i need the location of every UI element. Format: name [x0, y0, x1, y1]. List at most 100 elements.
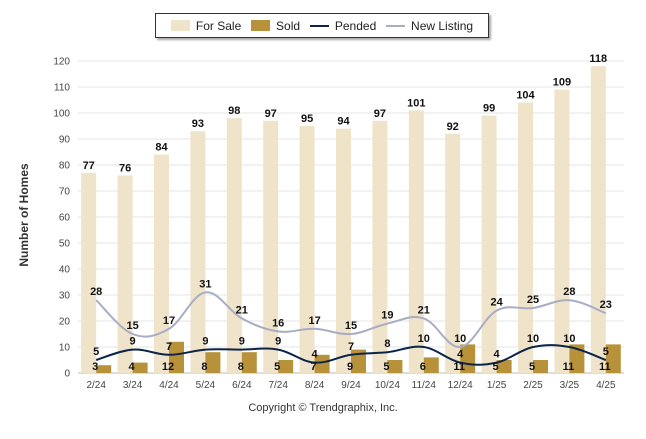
data-label-sold: 5 — [493, 361, 499, 373]
data-label-sold: 11 — [453, 361, 465, 373]
y-tick-label: 10 — [59, 343, 71, 354]
y-tick-label: 0 — [64, 369, 70, 380]
y-tick-label: 20 — [59, 317, 71, 328]
data-label-pended: 7 — [348, 341, 354, 353]
legend-item-for-sale: For Sale — [170, 19, 241, 33]
data-label-pended: 8 — [384, 338, 390, 350]
data-label-sold: 6 — [420, 361, 426, 373]
data-label-new-listing: 21 — [236, 304, 248, 316]
x-tick-label: 2/25 — [523, 380, 543, 391]
data-label-for-sale: 99 — [483, 103, 495, 115]
data-label-sold: 3 — [92, 361, 98, 373]
data-label-new-listing: 16 — [272, 317, 284, 329]
x-tick-label: 12/24 — [448, 380, 473, 391]
bar-sold — [423, 357, 439, 373]
y-axis-label: Number of Homes — [17, 163, 31, 267]
bar-for-sale — [336, 128, 351, 373]
data-label-for-sale: 77 — [83, 160, 95, 172]
data-label-new-listing: 31 — [199, 278, 211, 290]
data-label-sold: 4 — [129, 361, 136, 373]
data-label-for-sale: 118 — [589, 53, 607, 65]
bar-for-sale — [154, 154, 169, 373]
data-label-sold: 8 — [201, 361, 207, 373]
data-label-for-sale: 95 — [301, 113, 313, 125]
bar-sold — [132, 362, 148, 373]
bar-sold — [460, 344, 476, 373]
data-label-for-sale: 101 — [407, 97, 425, 109]
data-label-new-listing: 19 — [381, 310, 393, 322]
bar-sold — [605, 344, 621, 373]
data-label-new-listing: 17 — [308, 315, 320, 327]
data-label-sold: 5 — [274, 361, 280, 373]
data-label-pended: 9 — [202, 336, 208, 348]
y-tick-label: 80 — [59, 161, 71, 172]
data-label-for-sale: 104 — [516, 90, 535, 102]
legend-swatch-for-sale — [170, 20, 190, 31]
bar-for-sale — [117, 175, 133, 373]
data-label-for-sale: 92 — [447, 121, 459, 133]
data-label-for-sale: 98 — [228, 105, 240, 117]
x-tick-label: 3/24 — [123, 380, 143, 391]
data-label-new-listing: 17 — [163, 315, 175, 327]
x-tick-label: 4/24 — [159, 380, 179, 391]
x-tick-label: 11/24 — [412, 380, 437, 391]
legend-label-sold: Sold — [276, 18, 301, 33]
y-tick-label: 100 — [53, 109, 70, 120]
legend-swatch-new-listing — [386, 24, 406, 27]
bar-for-sale — [518, 102, 533, 373]
legend-label-new-listing: New Listing — [411, 18, 474, 33]
bar-for-sale — [81, 172, 97, 373]
data-label-new-listing: 10 — [454, 333, 466, 345]
x-tick-label: 7/24 — [268, 380, 288, 391]
bar-for-sale — [190, 131, 206, 373]
data-label-new-listing: 28 — [563, 286, 575, 298]
data-label-pended: 10 — [563, 333, 575, 345]
data-label-sold: 11 — [599, 361, 611, 373]
data-label-pended: 10 — [527, 333, 539, 345]
legend-label-pended: Pended — [334, 18, 377, 33]
y-tick-label: 50 — [59, 239, 71, 250]
bar-sold — [278, 360, 294, 373]
data-label-new-listing: 23 — [600, 299, 612, 311]
legend-swatch-pended — [309, 24, 329, 27]
data-label-pended: 9 — [275, 336, 281, 348]
bar-for-sale — [408, 110, 424, 374]
bar-sold — [96, 365, 112, 373]
legend-item-pended: Pended — [309, 18, 377, 33]
data-label-new-listing: 25 — [527, 294, 539, 306]
x-tick-label: 6/24 — [232, 380, 252, 391]
legend-item-new-listing: New Listing — [386, 19, 473, 33]
bar-for-sale — [590, 66, 606, 373]
y-tick-label: 120 — [53, 57, 70, 68]
line-new-listing — [95, 291, 607, 348]
line-pended — [95, 344, 607, 366]
data-label-sold: 5 — [529, 361, 535, 373]
data-label-new-listing: 15 — [126, 320, 138, 332]
bar-for-sale — [299, 126, 315, 373]
data-label-for-sale: 76 — [119, 162, 131, 174]
x-tick-label: 8/24 — [305, 380, 325, 391]
data-label-pended: 9 — [239, 336, 245, 348]
y-tick-label: 40 — [59, 265, 71, 276]
bar-sold — [314, 354, 330, 373]
x-tick-label: 9/24 — [341, 380, 361, 391]
y-tick-label: 30 — [59, 291, 71, 302]
bar-sold — [351, 349, 366, 373]
bar-sold — [169, 341, 184, 373]
x-tick-label: 2/24 — [86, 380, 106, 391]
x-tick-label: 4/25 — [596, 380, 616, 391]
data-label-for-sale: 97 — [265, 108, 277, 120]
data-label-for-sale: 93 — [192, 118, 204, 130]
data-label-pended: 5 — [603, 346, 609, 358]
data-label-sold: 5 — [383, 361, 389, 373]
y-tick-label: 60 — [59, 213, 71, 224]
x-tick-label: 10/24 — [375, 380, 400, 391]
data-label-new-listing: 15 — [345, 320, 357, 332]
bar-sold — [387, 360, 403, 373]
data-label-new-listing: 21 — [418, 304, 430, 316]
y-tick-label: 70 — [59, 187, 71, 198]
y-tick-label: 110 — [54, 83, 70, 94]
bar-sold — [569, 344, 585, 373]
data-label-pended: 9 — [130, 336, 136, 348]
